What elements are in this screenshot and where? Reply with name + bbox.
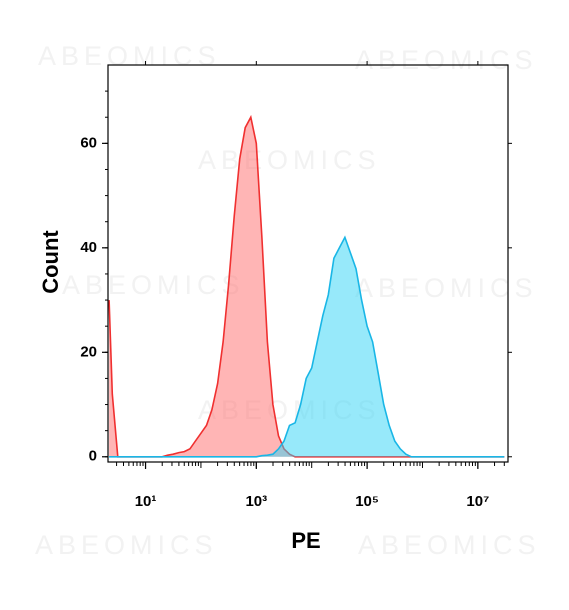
watermark: ABEOMICS [358, 530, 541, 560]
x-tick-label: 10⁷ [466, 493, 489, 510]
watermark: ABEOMICS [355, 45, 538, 75]
y-tick-label: 60 [80, 134, 97, 151]
area-fill [109, 237, 505, 457]
y-tick-label: 20 [80, 343, 97, 360]
watermark: ABEOMICS [355, 273, 538, 303]
x-tick-label: 10³ [245, 493, 267, 510]
watermark: ABEOMICS [38, 41, 221, 71]
plot-frame [107, 64, 509, 463]
y-tick-label: 0 [89, 448, 97, 465]
x-tick-label: 10⁵ [355, 493, 379, 510]
watermarks: ABEOMICS ABEOMICS ABEOMICS ABEOMICS ABEO… [35, 41, 541, 560]
x-axis-title: PE [291, 528, 320, 553]
y-tick-label: 40 [80, 239, 97, 256]
watermark: ABEOMICS [198, 145, 381, 175]
y-axis-title: Count [38, 230, 63, 294]
watermark: ABEOMICS [62, 270, 245, 300]
watermark: ABEOMICS [35, 530, 218, 560]
histogram-line [109, 235, 505, 458]
x-tick-label: 10¹ [135, 493, 157, 510]
